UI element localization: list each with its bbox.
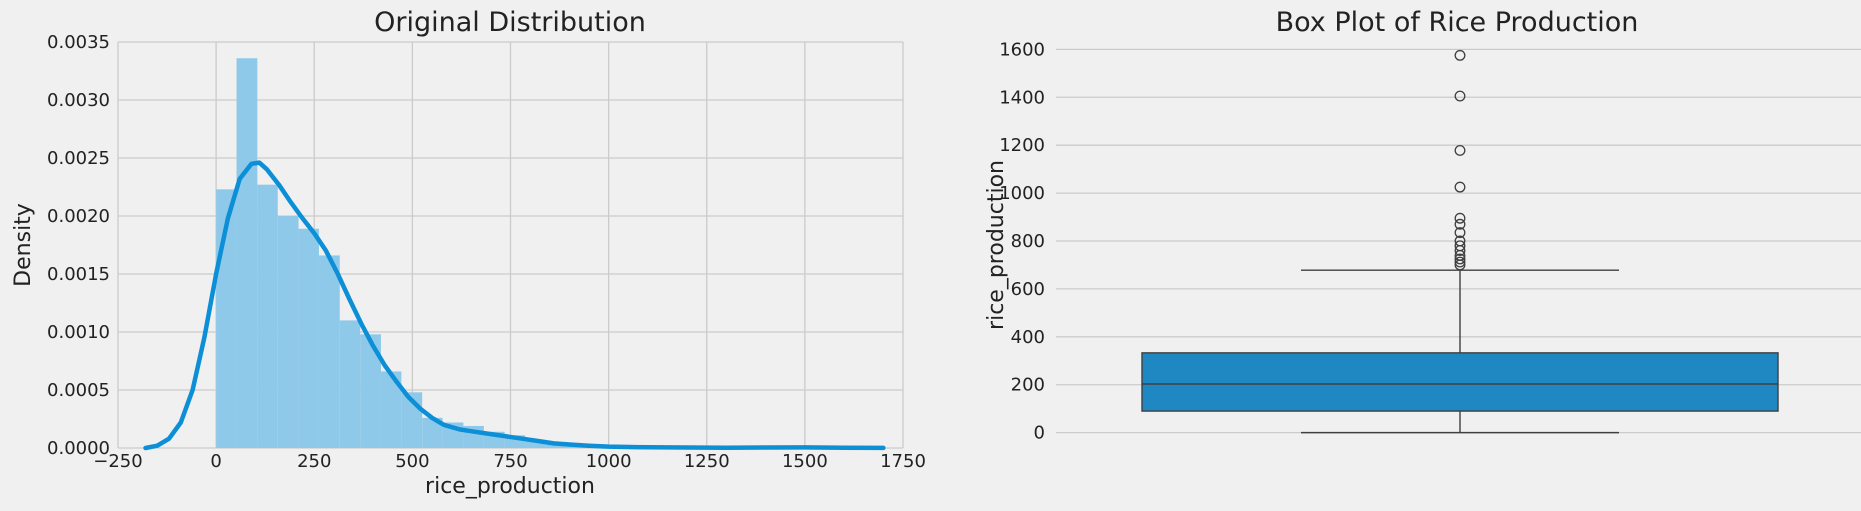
histogram-title: Original Distribution — [374, 7, 646, 38]
histogram-chart: −250 0 250 500 750 1000 1250 1500 1750 0.00000.0… — [11, 7, 926, 499]
box-y-tick-label: 0 — [1034, 423, 1045, 444]
y-tick-label: 0.0015 — [47, 264, 110, 285]
outlier-point-1 — [1454, 256, 1466, 268]
outlier-point-8 — [1454, 218, 1466, 230]
histogram-bars — [216, 58, 629, 449]
box-plot-y-ticks: 0 200 400 600 800 1000 1200 1400 1600 — [999, 39, 1045, 443]
box-y-tick-label: 200 — [1011, 375, 1045, 396]
histogram-bar-10 — [422, 417, 443, 448]
y-tick-label: 0.0000 — [47, 438, 110, 459]
x-tick-label: 1500 — [782, 451, 828, 472]
histogram-bar-2 — [257, 184, 278, 448]
histogram-bar-6 — [339, 320, 361, 448]
histogram-bar-1 — [236, 58, 258, 449]
box-y-tick-label: 1200 — [999, 135, 1045, 156]
outlier-point-9 — [1454, 212, 1466, 224]
outlier-point-12 — [1454, 90, 1466, 102]
histogram-bar-8 — [380, 371, 402, 448]
x-tick-label: 1000 — [586, 451, 632, 472]
box-y-tick-label: 600 — [1011, 279, 1045, 300]
histogram-bar-3 — [277, 216, 299, 448]
outlier-point-5 — [1454, 240, 1466, 252]
box-plot-y-axis-label: rice_production — [984, 160, 1009, 330]
outlier-point-6 — [1454, 235, 1466, 247]
outlier-point-13 — [1454, 49, 1466, 61]
histogram-y-axis-label: Density — [11, 203, 36, 287]
x-tick-label: 250 — [297, 451, 331, 472]
x-tick-label: 750 — [493, 451, 527, 472]
outlier-point-2 — [1454, 253, 1466, 265]
histogram-y-ticks: 0.0000 0.0005 0.0010 0.0015 0.0020 0.0025 0.00… — [47, 32, 110, 459]
histogram-x-axis-label: rice_production — [425, 474, 595, 499]
histogram-x-ticks: −250 0 250 500 750 1000 1250 1500 1750 — [93, 451, 926, 472]
y-tick-label: 0.0010 — [47, 322, 110, 343]
box-y-tick-label: 1400 — [999, 87, 1045, 108]
histogram-bar-5 — [318, 255, 340, 448]
y-tick-label: 0.0005 — [47, 380, 110, 401]
box-plot-title: Box Plot of Rice Production — [1276, 7, 1639, 38]
box-iqr — [1141, 352, 1779, 412]
box-y-tick-label: 1000 — [999, 183, 1045, 204]
box-plot-marks — [1141, 49, 1779, 434]
histogram-bar-7 — [360, 334, 381, 448]
box-plot-chart: 0 200 400 600 800 1000 1200 1400 1600 Box Plot o… — [984, 7, 1861, 447]
x-tick-label: 500 — [395, 451, 429, 472]
box-y-tick-label: 400 — [1011, 327, 1045, 348]
x-tick-label: 1750 — [880, 451, 926, 472]
outlier-point-7 — [1454, 227, 1466, 239]
x-tick-label: −250 — [93, 451, 142, 472]
outlier-point-11 — [1454, 145, 1466, 156]
histogram-bar-15 — [525, 439, 546, 448]
x-tick-label: 1250 — [684, 451, 730, 472]
kde-line — [143, 160, 886, 451]
x-tick-label: 0 — [210, 451, 221, 472]
y-tick-label: 0.0025 — [47, 148, 110, 169]
box-y-tick-label: 1600 — [999, 39, 1045, 60]
y-tick-label: 0.0020 — [47, 206, 110, 227]
box-y-tick-label: 800 — [1011, 231, 1045, 252]
y-tick-label: 0.0030 — [47, 90, 110, 111]
histogram-bar-4 — [298, 228, 319, 448]
y-tick-label: 0.0035 — [47, 32, 110, 53]
outlier-point-10 — [1454, 181, 1466, 193]
